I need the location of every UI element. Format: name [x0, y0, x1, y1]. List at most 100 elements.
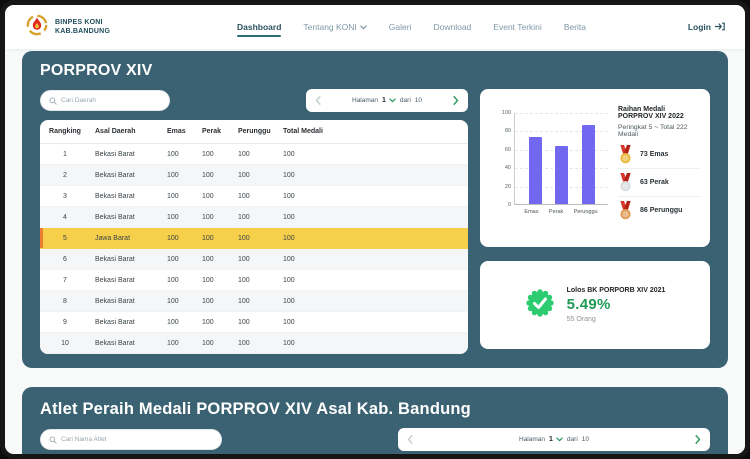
nav-item-download[interactable]: Download [433, 16, 471, 38]
atlet-search[interactable] [40, 429, 222, 450]
cell-total: 100 [278, 186, 468, 207]
bar-perak [555, 146, 568, 204]
table-row[interactable]: 5Jawa Barat100100100100 [40, 228, 468, 249]
cell-rank: 6 [40, 249, 90, 270]
bar-perunggu [582, 125, 595, 204]
cell-total: 100 [278, 207, 468, 228]
cell-perunggu: 100 [233, 165, 278, 186]
cell-perak: 100 [197, 165, 233, 186]
table-header-row: RangkingAsal DaerahEmasPerakPerungguTota… [40, 120, 468, 144]
table-row[interactable]: 1Bekasi Barat100100100100 [40, 144, 468, 165]
page-select[interactable]: 1 [382, 97, 396, 104]
gold-medal-icon [618, 145, 633, 164]
table-row[interactable]: 9Bekasi Barat100100100100 [40, 312, 468, 333]
cell-emas: 100 [162, 333, 197, 354]
top-nav-bar: BINPES KONI KAB.BANDUNG Dashboard Tentang… [5, 5, 745, 49]
nav-item-dashboard[interactable]: Dashboard [237, 16, 281, 38]
cell-perunggu: 100 [233, 207, 278, 228]
medal-row-gold: 73 Emas [618, 141, 700, 168]
cell-perak: 100 [197, 228, 233, 249]
cell-rank: 2 [40, 165, 90, 186]
medal-bar-chart: 020406080100 EmasPerakPerunggu [494, 101, 608, 239]
table-row[interactable]: 8Bekasi Barat100100100100 [40, 291, 468, 312]
gridline [515, 113, 608, 114]
cell-emas: 100 [162, 144, 197, 165]
nav-item-label: Event Terkini [493, 22, 542, 32]
pagination-of-label: dari [567, 436, 578, 443]
current-page: 1 [382, 97, 386, 104]
nav-item-label: Download [433, 22, 471, 32]
atlet-title: Atlet Peraih Medali PORPROV XIV Asal Kab… [40, 400, 710, 419]
y-tick: 40 [493, 165, 511, 171]
daerah-search-input[interactable] [61, 97, 161, 104]
cell-perunggu: 100 [233, 270, 278, 291]
login-button[interactable]: Login [688, 22, 725, 33]
brand-line1: BINPES KONI [55, 18, 110, 27]
silver-medal-icon [618, 173, 633, 192]
medal-summary-card: 020406080100 EmasPerakPerunggu Raihan Me… [480, 89, 710, 247]
pagination-page-label: Halaman [352, 97, 378, 104]
nav-item-berita[interactable]: Berita [564, 16, 586, 38]
chevron-down-icon [389, 98, 396, 103]
nav-item-event-terkini[interactable]: Event Terkini [493, 16, 542, 38]
pagination-next-button[interactable] [453, 96, 459, 105]
cell-total: 100 [278, 144, 468, 165]
koni-logo-icon [25, 13, 49, 42]
y-tick: 100 [493, 110, 511, 116]
cell-daerah: Bekasi Barat [90, 249, 162, 270]
table-body: 1Bekasi Barat1001001001002Bekasi Barat10… [40, 144, 468, 354]
medal-count-label: 63 Perak [640, 179, 669, 186]
cell-perak: 100 [197, 144, 233, 165]
brand-text: BINPES KONI KAB.BANDUNG [55, 18, 110, 37]
atlet-search-input[interactable] [61, 436, 213, 443]
table-row[interactable]: 7Bekasi Barat100100100100 [40, 270, 468, 291]
cell-daerah: Bekasi Barat [90, 186, 162, 207]
cell-rank: 5 [40, 228, 90, 249]
cell-emas: 100 [162, 186, 197, 207]
table-row[interactable]: 2Bekasi Barat100100100100 [40, 165, 468, 186]
cell-emas: 100 [162, 270, 197, 291]
page-body: PORPROV XIV [5, 49, 745, 454]
medal-ranking-table-card: RangkingAsal DaerahEmasPerakPerungguTota… [40, 120, 468, 354]
daerah-search[interactable] [40, 90, 170, 111]
cell-perunggu: 100 [233, 186, 278, 207]
cell-total: 100 [278, 165, 468, 186]
cell-rank: 9 [40, 312, 90, 333]
column-header: Rangking [40, 120, 90, 144]
pagination-next-button[interactable] [695, 435, 701, 444]
brand: BINPES KONI KAB.BANDUNG [25, 13, 175, 42]
lolos-subtitle: 55 Orang [567, 316, 666, 323]
table-row[interactable]: 3Bekasi Barat100100100100 [40, 186, 468, 207]
cell-rank: 1 [40, 144, 90, 165]
nav-item-label: Tentang KONI [303, 22, 356, 32]
medal-count-label: 73 Emas [640, 151, 668, 158]
cell-perunggu: 100 [233, 249, 278, 270]
cell-emas: 100 [162, 249, 197, 270]
cell-total: 100 [278, 312, 468, 333]
y-tick: 60 [493, 147, 511, 153]
total-pages: 10 [582, 436, 589, 443]
pagination-of-label: dari [400, 97, 411, 104]
column-header: Perunggu [233, 120, 278, 144]
table-row[interactable]: 10Bekasi Barat100100100100 [40, 333, 468, 354]
nav-item-tentang-koni[interactable]: Tentang KONI [303, 16, 366, 38]
table-row[interactable]: 6Bekasi Barat100100100100 [40, 249, 468, 270]
bar-emas [529, 137, 542, 204]
x-tick-label: Perak [549, 209, 563, 215]
page-select[interactable]: 1 [549, 436, 563, 443]
medal-panel-title: Raihan Medali PORPROV XIV 2022 [618, 106, 700, 120]
medal-row-silver: 63 Perak [618, 168, 700, 196]
nav-item-galeri[interactable]: Galeri [389, 16, 412, 38]
cell-daerah: Bekasi Barat [90, 270, 162, 291]
cell-emas: 100 [162, 207, 197, 228]
nav-item-label: Dashboard [237, 22, 281, 32]
table-row[interactable]: 4Bekasi Barat100100100100 [40, 207, 468, 228]
medal-ranking-table: RangkingAsal DaerahEmasPerakPerungguTota… [40, 120, 468, 354]
porprov-pagination: Halaman 1 dari 10 [306, 89, 468, 112]
cell-perak: 100 [197, 249, 233, 270]
medal-list: 73 Emas63 Perak86 Perunggu [618, 141, 700, 224]
login-label: Login [688, 22, 711, 32]
column-header: Emas [162, 120, 197, 144]
porprov-section: PORPROV XIV [22, 51, 728, 368]
x-tick-label: Emas [524, 209, 538, 215]
